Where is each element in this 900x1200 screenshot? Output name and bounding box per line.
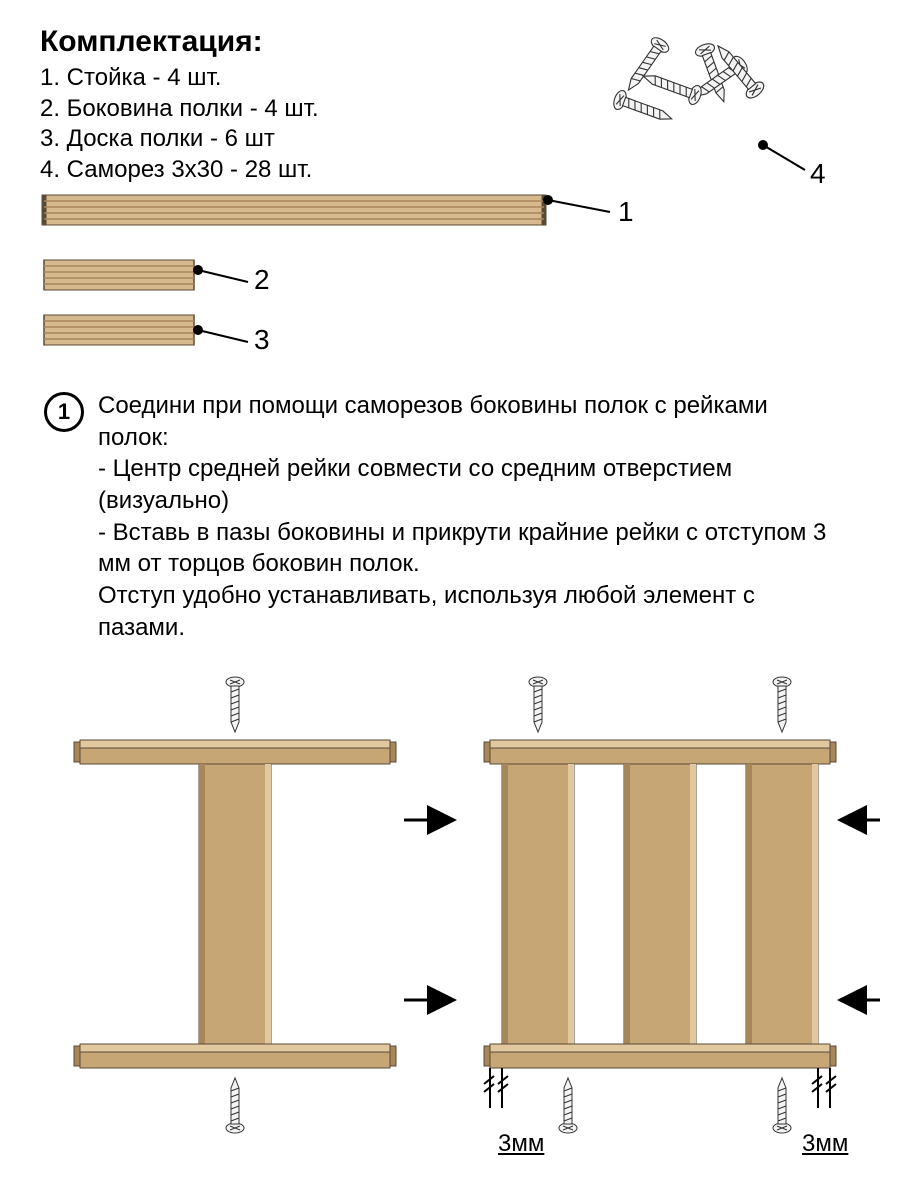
callout-2: 2 [254,264,270,296]
part-line: 1. Стойка - 4 шт. [40,63,860,94]
assembly-left-icon [74,677,396,1133]
instruction-page: Комплектация: 1. Стойка - 4 шт. 2. Боков… [0,0,900,1200]
step-1: 1 Соедини при помощи саморезов боковины … [44,390,844,643]
board-short-3-icon [44,315,248,345]
dim-3mm-right: 3мм [802,1130,848,1158]
dim-3mm-left: 3мм [498,1130,544,1158]
section-title: Комплектация: [40,25,860,59]
callout-1: 1 [618,196,634,228]
step-number-badge: 1 [44,392,84,432]
board-long-icon [44,195,610,225]
part-line: 2. Боковина полки - 4 шт. [40,94,860,125]
part-line: 3. Доска полки - 6 шт [40,124,860,155]
assembly-right-icon [484,677,836,1133]
board-short-2-icon [44,260,248,290]
callout-4: 4 [810,158,826,190]
step-text: Соедини при помощи саморезов боковины по… [98,390,844,643]
part-line: 4. Саморез 3х30 - 28 шт. [40,155,860,186]
parts-list: 1. Стойка - 4 шт. 2. Боковина полки - 4 … [40,63,860,186]
callout-3: 3 [254,324,270,356]
